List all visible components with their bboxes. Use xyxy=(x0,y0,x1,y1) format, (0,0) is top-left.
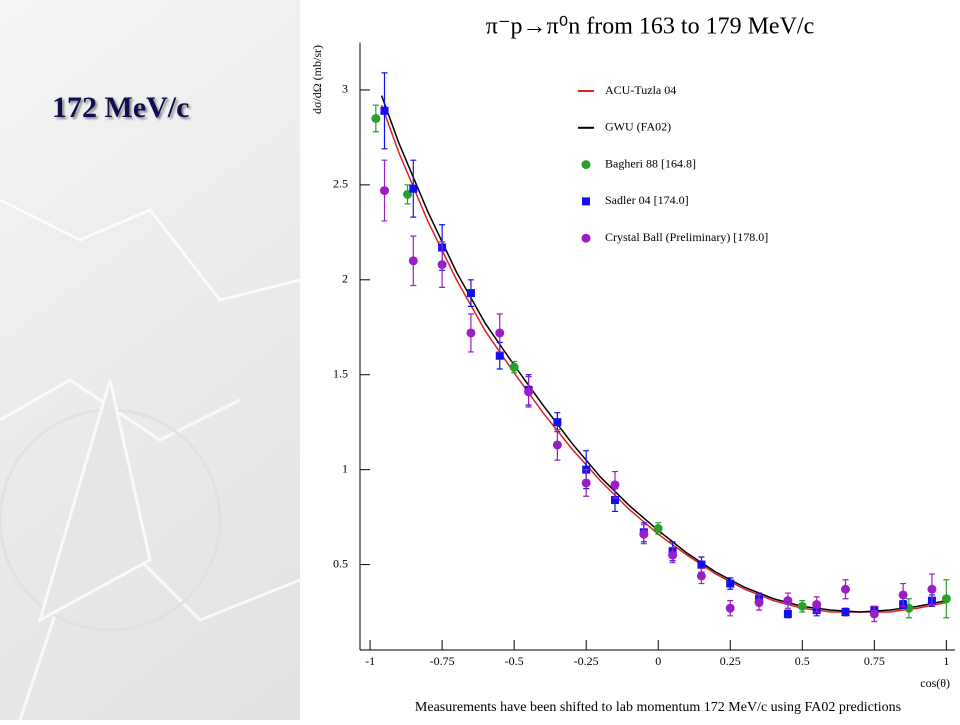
data-point xyxy=(841,608,850,617)
legend-marker xyxy=(582,197,590,206)
data-point xyxy=(495,351,504,360)
data-point xyxy=(726,579,735,588)
data-point xyxy=(898,590,908,600)
legend-label: Crystal Ball (Preliminary) [178.0] xyxy=(605,230,768,244)
y-tick-label: 1 xyxy=(342,461,348,475)
data-point xyxy=(466,289,475,298)
data-point xyxy=(653,524,663,533)
data-point xyxy=(754,598,764,608)
y-tick-label: 3 xyxy=(342,82,348,96)
data-point xyxy=(941,594,951,604)
data-point xyxy=(509,362,519,372)
data-point xyxy=(696,571,706,581)
data-point xyxy=(552,440,562,450)
data-point xyxy=(380,106,389,115)
data-point xyxy=(611,496,619,505)
x-tick-label: 0.5 xyxy=(795,654,810,668)
x-tick-label: 0 xyxy=(655,654,661,668)
data-point xyxy=(408,256,418,266)
x-tick-label: -0.25 xyxy=(574,654,599,668)
legend-label: GWU (FA02) xyxy=(605,120,671,134)
data-point xyxy=(379,186,389,196)
data-point xyxy=(639,529,649,539)
legend-label: Bagheri 88 [164.8] xyxy=(605,156,696,170)
data-point xyxy=(466,328,476,338)
data-point xyxy=(437,260,447,270)
x-tick-label: -1 xyxy=(365,654,375,668)
legend-marker xyxy=(581,160,591,170)
y-tick-label: 2.5 xyxy=(333,177,348,191)
y-tick-label: 1.5 xyxy=(333,366,348,380)
data-point xyxy=(783,596,793,606)
chart-title: π⁻p→π⁰n from 163 to 179 MeV/c xyxy=(486,14,815,40)
background-pattern xyxy=(0,198,301,721)
data-point xyxy=(581,478,591,488)
data-point xyxy=(927,584,937,594)
data-point xyxy=(371,113,381,123)
x-tick-label: 0.75 xyxy=(864,654,885,668)
plot-background xyxy=(300,0,960,720)
y-tick-label: 2 xyxy=(342,272,348,286)
data-point xyxy=(841,584,851,594)
legend-label: ACU-Tuzla 04 xyxy=(605,83,676,97)
data-point xyxy=(697,560,706,569)
x-tick-label: 1 xyxy=(943,654,949,668)
footnote: Measurements have been shifted to lab mo… xyxy=(415,700,901,715)
data-point xyxy=(797,601,807,611)
y-tick-label: 0.5 xyxy=(333,556,348,570)
data-point xyxy=(812,599,822,609)
y-axis-label: dσ/dΩ (mb/sr) xyxy=(310,45,324,114)
x-tick-label: -0.75 xyxy=(430,654,455,668)
slide-heading: 172 MeV/c xyxy=(52,91,189,124)
data-point xyxy=(725,603,735,613)
data-point xyxy=(610,480,620,490)
data-point xyxy=(869,609,879,619)
data-point xyxy=(553,418,562,427)
data-point xyxy=(783,609,792,618)
data-point xyxy=(524,387,534,397)
x-tick-label: 0.25 xyxy=(720,654,741,668)
x-tick-label: -0.5 xyxy=(505,654,524,668)
legend-marker xyxy=(581,233,591,243)
x-axis-label: cos(θ) xyxy=(920,676,950,690)
legend-label: Sadler 04 [174.0] xyxy=(605,193,689,207)
data-point xyxy=(668,550,678,560)
data-point xyxy=(495,328,505,338)
data-point xyxy=(409,184,418,193)
